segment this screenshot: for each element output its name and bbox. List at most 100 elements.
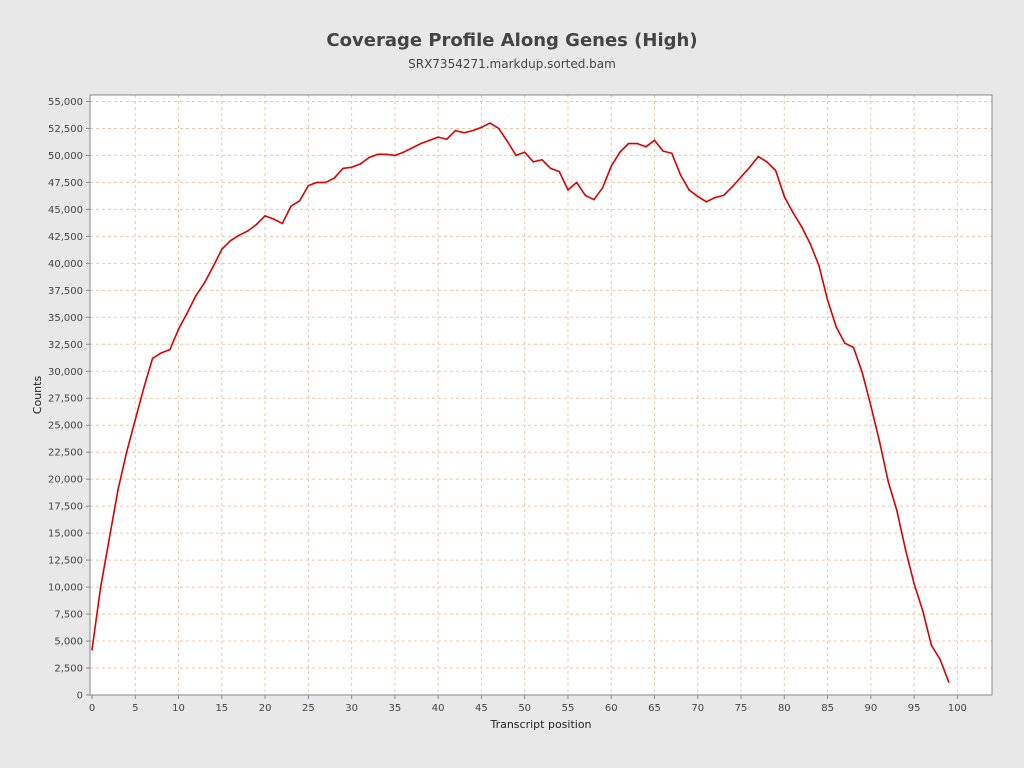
y-axis-label: Counts — [31, 376, 44, 415]
data-point — [91, 648, 93, 651]
y-tick-label: 47,500 — [48, 178, 83, 189]
data-point — [515, 154, 517, 157]
data-point — [229, 239, 232, 242]
y-tick-label: 42,500 — [48, 232, 83, 243]
data-point — [878, 440, 881, 443]
data-point — [774, 169, 777, 172]
data-point — [844, 342, 846, 345]
data-point — [385, 153, 388, 156]
x-tick-label: 35 — [389, 703, 402, 714]
data-point — [290, 205, 292, 207]
data-point — [368, 156, 370, 159]
data-point — [186, 312, 188, 314]
y-tick-label: 10,000 — [48, 583, 83, 594]
data-point — [160, 352, 163, 354]
data-point — [688, 189, 690, 191]
data-point — [783, 195, 786, 198]
data-point — [169, 348, 171, 351]
axis-ticks: 0 2,500 5,000 7,500 10,000 12,500 15,000 17,500… — [48, 97, 967, 714]
data-point — [601, 187, 604, 189]
data-point — [809, 243, 812, 245]
data-point — [506, 140, 509, 143]
data-point — [904, 548, 907, 551]
data-point — [523, 151, 526, 153]
data-point — [221, 248, 223, 251]
x-tick-label: 30 — [345, 703, 358, 714]
y-tick-label: 12,500 — [48, 556, 83, 567]
data-point — [333, 177, 336, 179]
y-tick-label: 2,500 — [54, 664, 83, 675]
data-point — [497, 127, 500, 130]
data-point — [740, 176, 742, 178]
x-tick-label: 100 — [948, 703, 967, 714]
data-point — [151, 357, 154, 360]
data-point — [549, 167, 552, 170]
x-tick-label: 65 — [648, 703, 661, 714]
y-tick-label: 25,000 — [48, 421, 83, 432]
data-point — [411, 147, 413, 149]
x-tick-label: 45 — [475, 703, 488, 714]
data-point — [636, 142, 638, 145]
data-point — [852, 346, 855, 349]
data-point — [177, 328, 180, 330]
data-point — [316, 181, 318, 184]
data-point — [376, 153, 379, 156]
data-point — [870, 404, 872, 407]
data-point — [342, 167, 344, 170]
y-tick-label: 45,000 — [48, 205, 83, 216]
data-point — [826, 299, 829, 301]
data-point — [696, 195, 699, 198]
data-point — [143, 386, 145, 389]
data-point — [117, 489, 119, 491]
x-tick-label: 75 — [735, 703, 748, 714]
data-point — [480, 126, 483, 129]
data-point — [645, 146, 647, 148]
data-point — [324, 181, 327, 184]
data-point — [939, 658, 941, 661]
data-point — [246, 230, 249, 232]
data-point — [350, 166, 353, 169]
data-point — [714, 196, 716, 199]
data-point — [835, 326, 838, 328]
x-tick-label: 95 — [908, 703, 921, 714]
y-tick-label: 7,500 — [54, 610, 83, 621]
data-point — [195, 294, 197, 297]
data-point — [125, 451, 128, 453]
data-point — [489, 122, 491, 124]
x-tick-label: 85 — [821, 703, 834, 714]
data-point — [298, 199, 301, 202]
data-point — [575, 181, 578, 184]
y-tick-label: 27,500 — [48, 394, 83, 405]
data-point — [610, 165, 613, 168]
data-point — [818, 264, 820, 267]
data-point — [584, 194, 587, 197]
data-point — [861, 371, 863, 374]
data-point — [653, 139, 656, 142]
x-axis-label: Transcript position — [489, 718, 591, 731]
data-point — [471, 129, 474, 132]
plot-area — [90, 95, 992, 695]
x-tick-label: 10 — [172, 703, 185, 714]
data-point — [593, 198, 595, 201]
data-point — [766, 161, 768, 163]
data-point — [463, 131, 465, 134]
data-point — [134, 419, 137, 421]
y-tick-label: 30,000 — [48, 367, 83, 378]
data-point — [921, 610, 924, 612]
y-tick-label: 5,000 — [54, 637, 83, 648]
data-point — [272, 218, 275, 220]
data-point — [679, 174, 682, 176]
plot-border — [89, 94, 993, 696]
y-tick-label: 52,500 — [48, 124, 83, 135]
data-point — [541, 158, 543, 161]
data-point — [887, 480, 889, 483]
data-point — [757, 155, 760, 158]
data-point — [627, 142, 630, 145]
x-tick-label: 80 — [778, 703, 791, 714]
y-tick-label: 20,000 — [48, 475, 83, 486]
data-point — [947, 681, 950, 683]
data-point — [619, 151, 621, 153]
x-tick-label: 20 — [259, 703, 272, 714]
x-tick-label: 60 — [605, 703, 618, 714]
y-tick-label: 50,000 — [48, 151, 83, 162]
